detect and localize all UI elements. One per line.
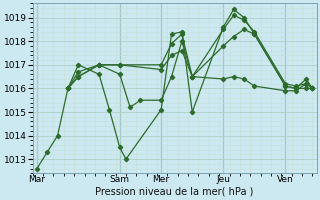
X-axis label: Pression niveau de la mer( hPa ): Pression niveau de la mer( hPa ) — [95, 187, 254, 197]
